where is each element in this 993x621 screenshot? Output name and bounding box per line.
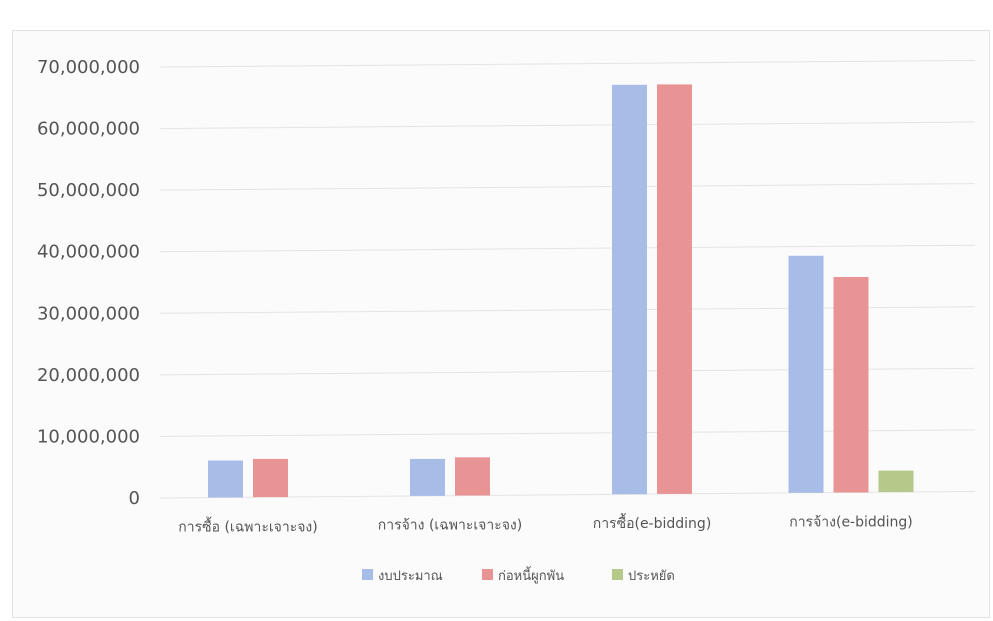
y-tick-label: 20,000,000 (37, 365, 140, 386)
y-tick-label: 60,000,000 (37, 119, 140, 140)
x-tick-label: การจ้าง (เฉพาะเจาะจง) (378, 518, 522, 534)
bar-budget-3 (788, 255, 824, 493)
bar-budget-1 (410, 458, 445, 496)
legend-swatch (482, 569, 493, 580)
bar-budget-0 (208, 460, 243, 498)
x-tick-label: การจ้าง(e-bidding) (789, 514, 913, 530)
gridline (159, 490, 976, 499)
y-tick-label: 0 (129, 488, 140, 509)
y-tick-label: 70,000,000 (37, 57, 140, 78)
legend-swatch (362, 569, 373, 580)
bar-budget-2 (612, 84, 647, 495)
y-tick-label: 10,000,000 (37, 426, 140, 447)
legend: งบประมาณ ก่อหนี้ผูกพัน ประหยัด (362, 566, 675, 584)
gridline (159, 121, 976, 130)
gridline (159, 244, 976, 253)
x-tick-label: การซื้อ (เฉพาะเจาะจง) (178, 516, 317, 535)
bar-committed-2 (657, 84, 692, 494)
gridline (159, 59, 976, 68)
bar-savings-3 (878, 470, 914, 493)
x-tick-label: การซื้อ(e-bidding) (593, 513, 712, 532)
gridline (159, 183, 976, 191)
bar-committed-1 (455, 457, 490, 496)
y-tick-label: 50,000,000 (37, 180, 140, 201)
legend-label: ก่อหนี้ผูกพัน (498, 566, 564, 584)
legend-swatch (612, 569, 623, 580)
y-axis: 0 10,000,000 20,000,000 30,000,000 40,000,00… (37, 57, 140, 509)
y-tick-label: 30,000,000 (37, 303, 140, 324)
legend-label: งบประมาณ (378, 569, 443, 584)
bar-committed-0 (253, 458, 288, 498)
legend-label: ประหยัด (628, 569, 675, 584)
bar-committed-3 (833, 276, 869, 493)
y-tick-label: 40,000,000 (37, 242, 140, 263)
bars (208, 84, 914, 498)
